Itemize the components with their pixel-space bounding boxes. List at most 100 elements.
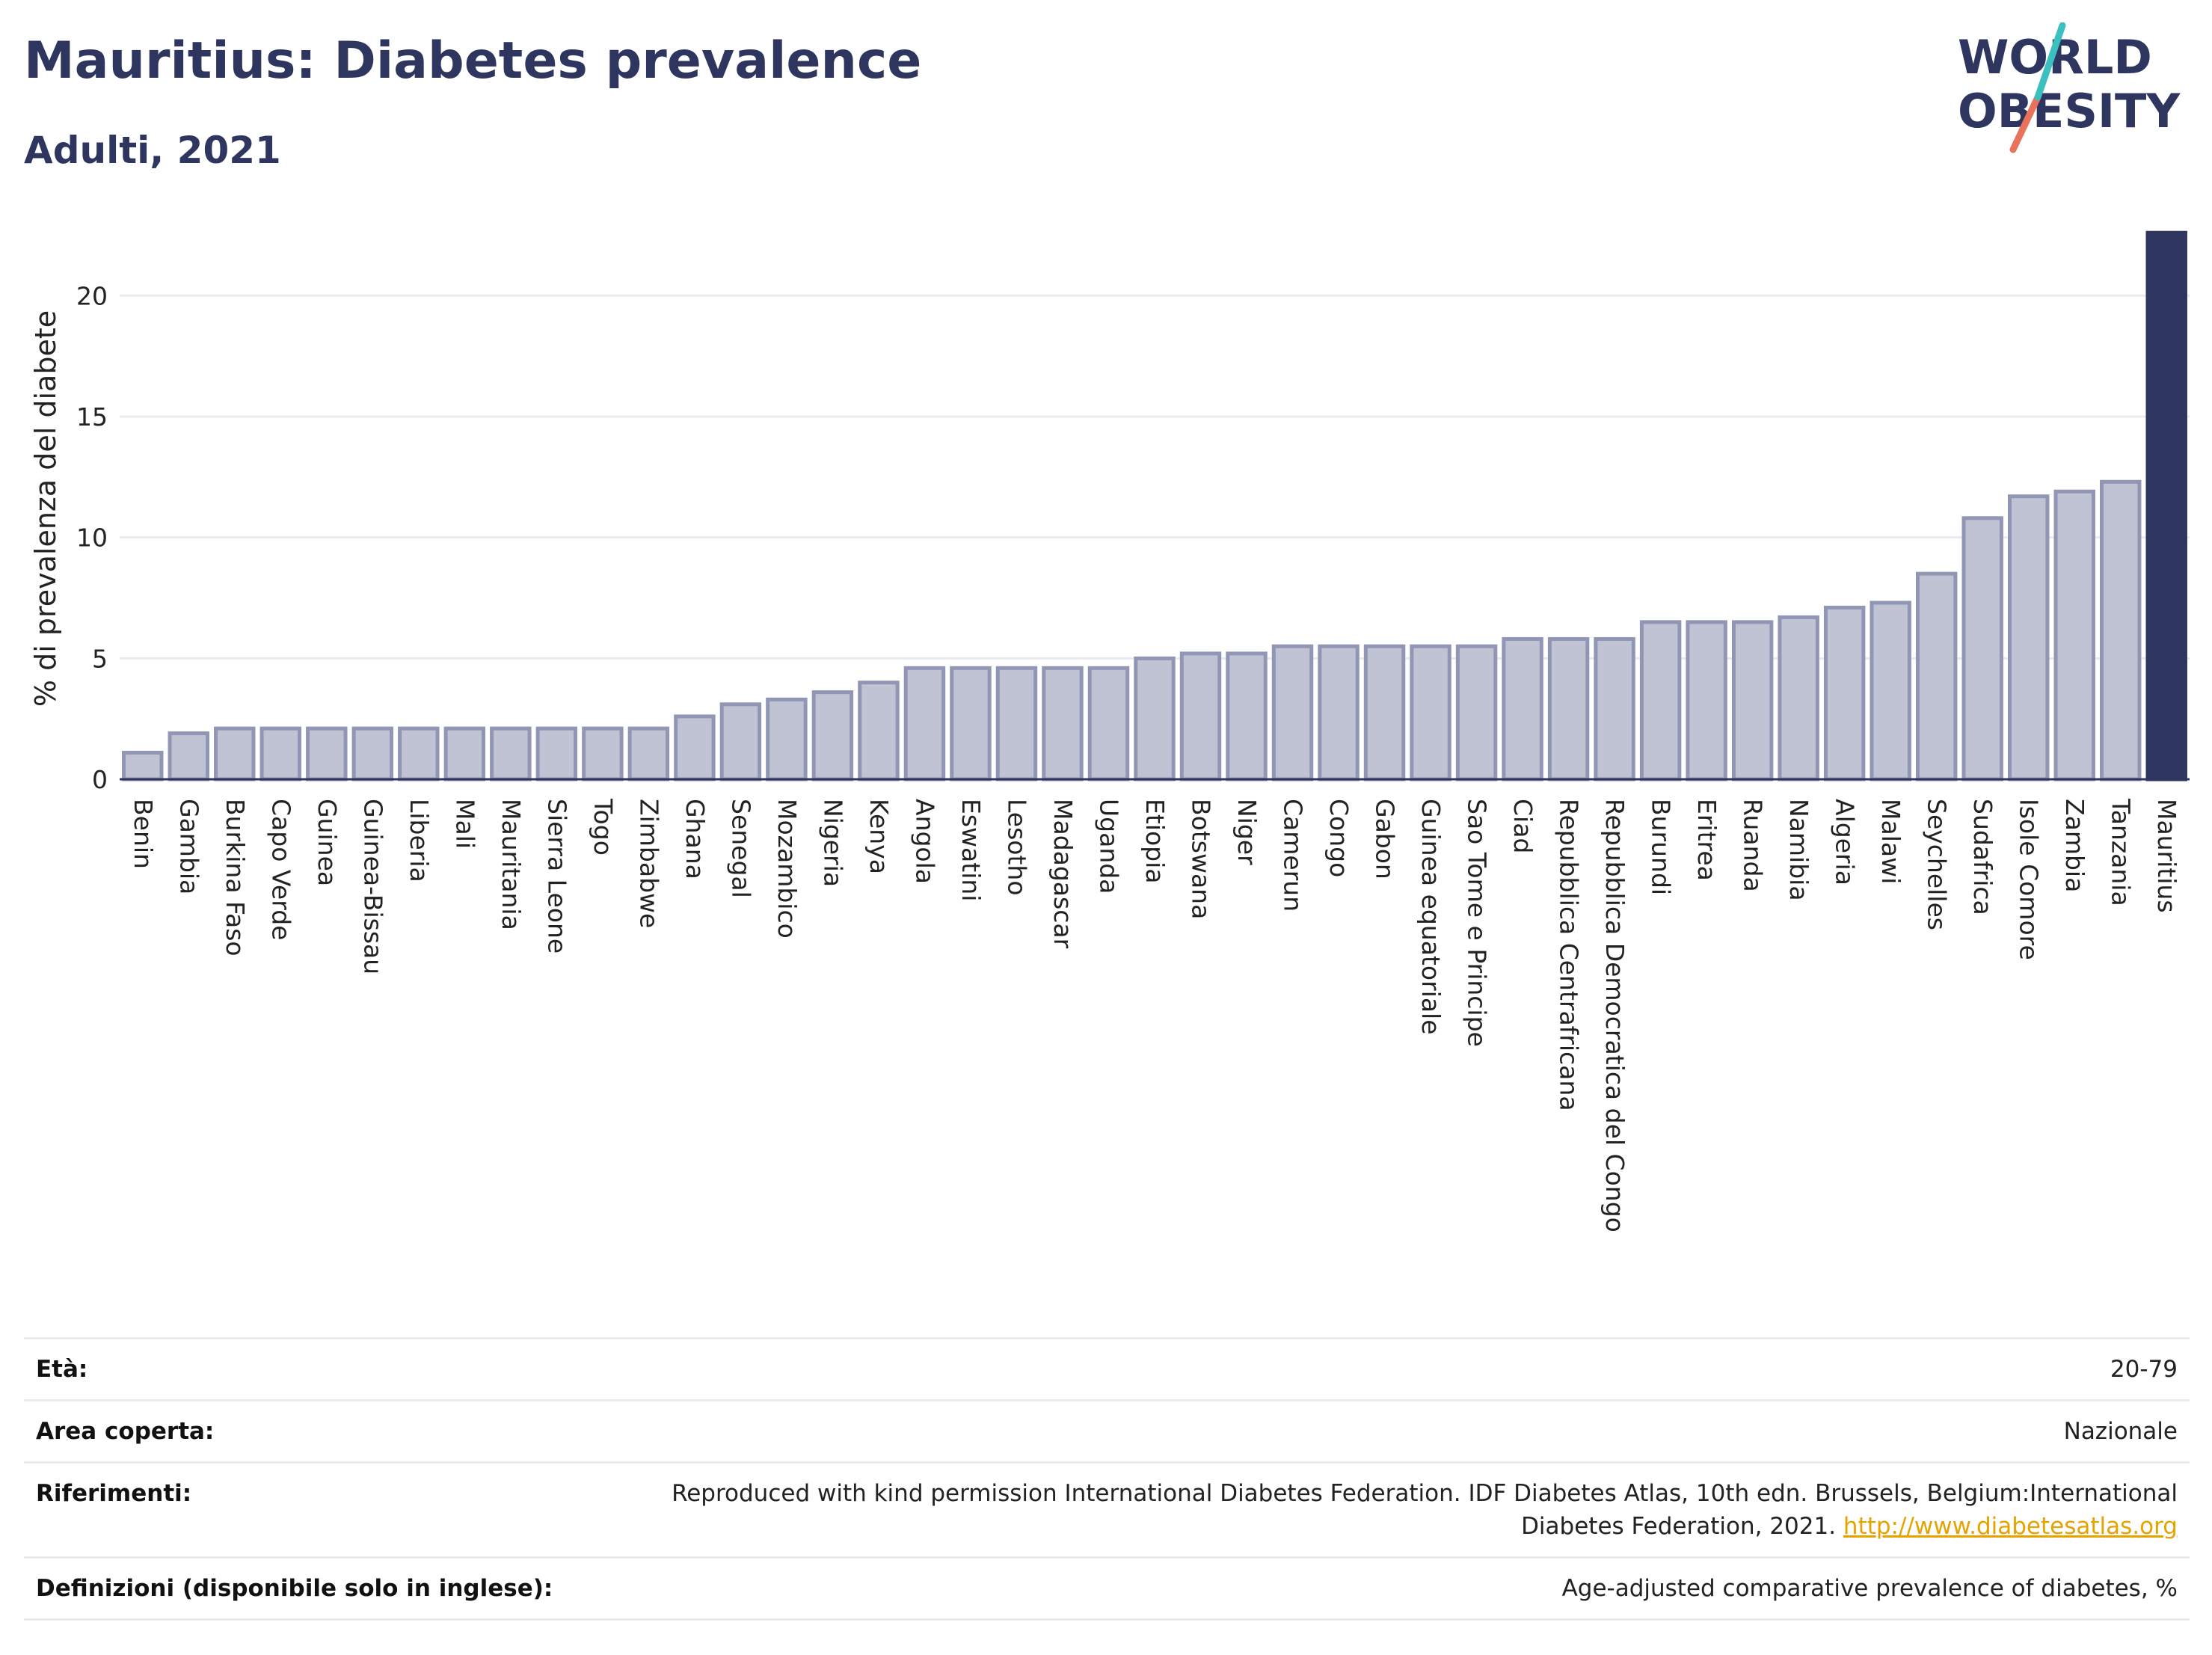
- bar-repubblica-centrafricana: [1547, 636, 1590, 782]
- meta-label-references: Riferimenti:: [36, 1480, 192, 1507]
- x-tick-label: Madagascar: [1048, 799, 1078, 949]
- bar-isole-comore: [2007, 494, 2050, 782]
- logo-slash-coral: [2009, 93, 2042, 153]
- bar-eritrea: [1686, 620, 1727, 782]
- bar-eswatini: [950, 666, 992, 782]
- references-link[interactable]: http://www.diabetesatlas.org: [1843, 1513, 2178, 1540]
- bar-togo: [582, 726, 624, 782]
- x-tick-label: Niger: [1232, 799, 1262, 865]
- x-tick-label: Liberia: [405, 799, 434, 882]
- bar-mauritania: [490, 726, 532, 782]
- bar-botswana: [1179, 651, 1222, 782]
- meta-value-references: Reproduced with kind permission Internat…: [672, 1477, 2178, 1543]
- bar-tanzania: [2100, 479, 2142, 782]
- y-axis-label: % di prevalenza del diabete: [29, 310, 62, 707]
- bar-chart: 0 5 10 15 20 Benin Gambia Burkina Faso Capo Ver…: [29, 230, 2190, 1232]
- meta-value-definitions: Age-adjusted comparative prevalence of d…: [1561, 1575, 2178, 1602]
- x-tick-label: Togo: [589, 798, 618, 856]
- bar-sierra-leone: [535, 726, 578, 782]
- x-tick-label: Ghana: [681, 799, 710, 879]
- bar-gambia: [168, 731, 209, 782]
- x-tick-label: Uganda: [1094, 799, 1123, 894]
- x-tick-label: Ciad: [1508, 799, 1537, 853]
- bar-algeria: [1823, 605, 1866, 782]
- x-tick-label: Zambia: [2060, 799, 2089, 892]
- x-tick-label: Angola: [910, 799, 939, 884]
- x-tick-label: Mauritius: [2152, 799, 2181, 913]
- x-tick-label: Mauritania: [497, 799, 526, 930]
- bar-camerun: [1271, 644, 1314, 782]
- chart-subtitle: Adulti, 2021: [24, 129, 281, 172]
- x-tick-label: Burundi: [1647, 799, 1676, 895]
- bar-angola: [903, 666, 946, 782]
- x-tick-label: Congo: [1324, 799, 1354, 877]
- bar-ciad: [1502, 636, 1543, 782]
- x-tick-label: Seychelles: [1923, 799, 1952, 930]
- x-tick-label: Guinea: [313, 799, 342, 886]
- bar-capo-verde: [259, 726, 302, 782]
- x-tick-label: Lesotho: [1002, 799, 1031, 896]
- x-tick-label: Gabon: [1371, 799, 1400, 879]
- bar-sao-tome-e-principe: [1455, 644, 1498, 782]
- x-tick-label: Algeria: [1831, 799, 1860, 885]
- bar-guinea: [306, 726, 348, 782]
- chart-title: Mauritius: Diabetes prevalence: [24, 31, 922, 90]
- x-tick-label: Tanzania: [2107, 798, 2136, 906]
- x-tick-label: Eswatini: [956, 799, 986, 901]
- x-tick-label: Mali: [450, 799, 479, 849]
- bar-benin: [122, 750, 164, 782]
- references-line2: Diabetes Federation, 2021. http://www.di…: [672, 1510, 2178, 1543]
- bar-senegal: [719, 702, 762, 782]
- bar-guinea-equatoriale: [1410, 644, 1451, 782]
- x-tick-label: Etiopia: [1140, 799, 1170, 884]
- bar-malawi: [1870, 601, 1911, 782]
- bar-niger: [1226, 651, 1268, 782]
- bar-sudafrica: [1961, 516, 2003, 782]
- y-axis-ticks: 0 5 10 15 20: [76, 281, 108, 794]
- x-tick-label: Guinea equatoriale: [1416, 799, 1446, 1035]
- x-tick-label: Benin: [129, 799, 158, 869]
- world-obesity-logo: WORLD OBESITY: [1958, 22, 2181, 153]
- meta-value-age: 20-79: [2110, 1356, 2178, 1383]
- meta-value-area: Nazionale: [2063, 1418, 2178, 1445]
- y-tick-label: 5: [92, 644, 108, 673]
- bar-mozambico: [766, 697, 808, 782]
- x-tick-label: Burkina Faso: [221, 799, 250, 957]
- metadata-table: Età: 20-79 Area coperta: Nazionale Rifer…: [24, 1337, 2190, 1621]
- bar-gabon: [1363, 644, 1406, 782]
- x-tick-label: Gambia: [174, 799, 203, 894]
- bar-nigeria: [811, 690, 854, 782]
- logo-line2: OBESITY: [1958, 84, 2181, 138]
- meta-label-area: Area coperta:: [36, 1418, 215, 1445]
- x-axis-ticks: Benin Gambia Burkina Faso Capo Verde Guinea G…: [129, 798, 2181, 1232]
- bar-zimbabwe: [627, 726, 670, 782]
- logo-slash-teal: [2034, 22, 2066, 101]
- x-tick-label: Isole Comore: [2015, 799, 2044, 960]
- y-tick-label: 20: [76, 281, 108, 310]
- bar-etiopia: [1134, 656, 1176, 782]
- x-tick-label: Kenya: [864, 799, 894, 874]
- meta-label-definitions: Definizioni (disponibile solo in inglese…: [36, 1575, 553, 1602]
- x-tick-label: Nigeria: [818, 799, 847, 887]
- y-tick-label: 15: [76, 402, 108, 432]
- bar-burundi: [1639, 620, 1682, 782]
- bar-burkina-faso: [214, 726, 256, 782]
- bar-uganda: [1087, 666, 1130, 782]
- bar-ghana: [674, 714, 716, 782]
- x-tick-label: Botswana: [1187, 799, 1216, 919]
- x-tick-label: Eritrea: [1692, 799, 1721, 881]
- x-tick-label: Repubblica Democratica del Congo: [1600, 799, 1629, 1232]
- x-tick-label: Mozambico: [772, 799, 802, 939]
- bar-mali: [443, 726, 486, 782]
- bar-congo: [1318, 644, 1360, 782]
- bar-ruanda: [1731, 620, 1774, 782]
- bar-lesotho: [995, 666, 1038, 782]
- meta-row-references: Riferimenti: Reproduced with kind permis…: [24, 1461, 2190, 1556]
- x-tick-label: Guinea-Bissau: [358, 799, 387, 974]
- meta-row-area: Area coperta: Nazionale: [24, 1399, 2190, 1461]
- x-tick-label: Ruanda: [1739, 799, 1768, 892]
- references-line1: Reproduced with kind permission Internat…: [672, 1480, 2178, 1507]
- bar-kenya: [858, 681, 900, 782]
- x-tick-label: Repubblica Centrafricana: [1555, 799, 1584, 1111]
- bar-mauritius: [2145, 230, 2187, 782]
